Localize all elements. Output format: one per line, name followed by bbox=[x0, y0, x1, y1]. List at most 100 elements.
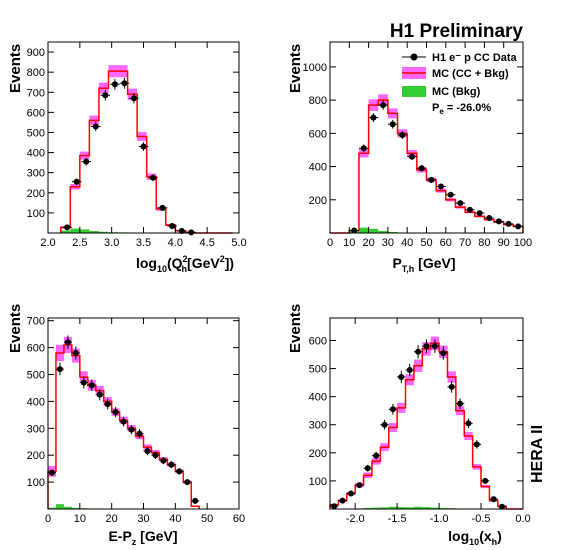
x-axis-label-part: ]) bbox=[225, 255, 234, 271]
x-tick-label: 70 bbox=[459, 237, 471, 249]
x-axis-label: log10(Q2 h[GeV2]) bbox=[136, 254, 234, 274]
y-tick-label: 300 bbox=[27, 423, 45, 435]
data-point bbox=[406, 366, 413, 373]
x-axis-label: PT,h [GeV] bbox=[392, 255, 455, 274]
data-point bbox=[457, 200, 464, 207]
y-tick-label: 700 bbox=[27, 316, 45, 328]
data-point bbox=[351, 227, 358, 234]
x-axis-label-part: ) bbox=[497, 528, 502, 544]
x-tick-label: 0 bbox=[45, 513, 51, 525]
legend-polarisation-sub: e bbox=[439, 107, 444, 116]
x-axis-label-part: E-P bbox=[108, 528, 131, 544]
mc-bkg-bin bbox=[63, 506, 72, 509]
data-point bbox=[347, 490, 354, 497]
mc-bkg-bin bbox=[422, 507, 431, 509]
y-tick-label: 500 bbox=[27, 127, 45, 139]
data-point bbox=[495, 218, 502, 225]
plot-frame bbox=[329, 317, 524, 510]
data-point bbox=[399, 132, 406, 139]
x-tick-label: 30 bbox=[382, 237, 394, 249]
data-point bbox=[64, 339, 71, 346]
y-tick-label: 100 bbox=[309, 476, 327, 488]
data-point bbox=[437, 183, 444, 190]
mc-bkg-bin bbox=[439, 507, 448, 509]
data-point bbox=[476, 210, 483, 217]
y-tick-label: 100 bbox=[27, 208, 45, 220]
mc-bkg-bin bbox=[388, 506, 398, 509]
x-axis-label-part: 10 bbox=[469, 537, 479, 547]
data-point bbox=[482, 477, 489, 484]
x-tick-label: -1.0 bbox=[430, 513, 449, 525]
data-point bbox=[102, 92, 109, 99]
mc-bkg-bin bbox=[380, 507, 389, 509]
y-tick-label: 1000 bbox=[303, 62, 327, 74]
x-axis-label-part: [GeV] bbox=[136, 528, 177, 544]
x-tick-label: 10 bbox=[343, 237, 355, 249]
data-point bbox=[398, 373, 405, 380]
legend-bkg-label: MC (Bkg) bbox=[432, 86, 481, 98]
y-axis-label: Events bbox=[287, 44, 304, 93]
legend-polarisation: Pe = -26.0% bbox=[432, 102, 491, 116]
x-axis-label-part: (x bbox=[479, 528, 492, 544]
y-tick-label: 500 bbox=[309, 364, 327, 376]
x-tick-label: 40 bbox=[169, 513, 181, 525]
data-point bbox=[88, 382, 95, 389]
x-axis-label-part: 2 bbox=[220, 254, 225, 264]
data-point bbox=[140, 143, 147, 150]
mc-total-line bbox=[330, 99, 524, 234]
mc-total-line bbox=[47, 344, 200, 509]
data-point bbox=[440, 350, 447, 357]
data-point bbox=[176, 468, 183, 475]
x-tick-label: 50 bbox=[201, 513, 213, 525]
mc-bkg-bin bbox=[413, 506, 423, 509]
data-point bbox=[418, 165, 425, 172]
data-point bbox=[169, 222, 176, 229]
x-axis-label-part: log bbox=[448, 528, 469, 544]
data-point bbox=[447, 191, 454, 198]
data-point bbox=[364, 465, 371, 472]
x-tick-label: 0 bbox=[327, 237, 333, 249]
y-axis-label: Events bbox=[287, 304, 304, 353]
x-tick-label: 50 bbox=[420, 237, 432, 249]
y-tick-label: 400 bbox=[27, 148, 45, 160]
legend-polarisation-value: = -26.0% bbox=[444, 102, 492, 114]
x-axis-label-part: h bbox=[492, 537, 498, 547]
data-point bbox=[150, 174, 157, 181]
data-point bbox=[431, 343, 438, 350]
mc-bkg-bin bbox=[358, 227, 369, 233]
y-tick-label: 300 bbox=[27, 168, 45, 180]
data-point bbox=[160, 457, 167, 464]
data-point bbox=[389, 406, 396, 413]
data-point bbox=[159, 204, 166, 211]
x-axis-label-part: T,h bbox=[402, 264, 415, 274]
x-axis-label-part: 10 bbox=[157, 264, 167, 274]
x-axis-label-part: log bbox=[136, 255, 157, 271]
data-point bbox=[466, 206, 473, 213]
x-tick-label: 5.0 bbox=[231, 237, 246, 249]
data-point bbox=[486, 215, 493, 222]
data-point bbox=[144, 448, 151, 455]
x-tick-label: 3.5 bbox=[136, 237, 151, 249]
y-tick-label: 800 bbox=[309, 95, 327, 107]
y-tick-label: 300 bbox=[309, 420, 327, 432]
x-tick-label: 60 bbox=[440, 237, 452, 249]
x-tick-label: 80 bbox=[478, 237, 490, 249]
x-axis-label-part: (Q bbox=[167, 255, 183, 271]
y-tick-label: 400 bbox=[309, 162, 327, 174]
y-tick-label: 700 bbox=[27, 87, 45, 99]
mc-bkg-bin bbox=[55, 504, 64, 509]
legend: H1 e⁻ p CC Data MC (CC + Bkg) MC (Bkg) P… bbox=[402, 52, 518, 116]
data-point bbox=[184, 479, 191, 486]
y-axis-label: Events bbox=[7, 44, 24, 93]
side-label: HERA II bbox=[529, 425, 546, 483]
data-point bbox=[373, 452, 380, 459]
x-tick-label: 30 bbox=[137, 513, 149, 525]
data-point bbox=[473, 441, 480, 448]
legend-bkg-swatch bbox=[402, 86, 426, 97]
data-point bbox=[380, 102, 387, 109]
y-tick-label: 600 bbox=[309, 335, 327, 347]
data-point bbox=[72, 349, 79, 356]
mc-bkg-bin bbox=[378, 231, 388, 233]
data-point bbox=[381, 421, 388, 428]
legend-data-label: H1 e⁻ p CC Data bbox=[432, 52, 518, 64]
